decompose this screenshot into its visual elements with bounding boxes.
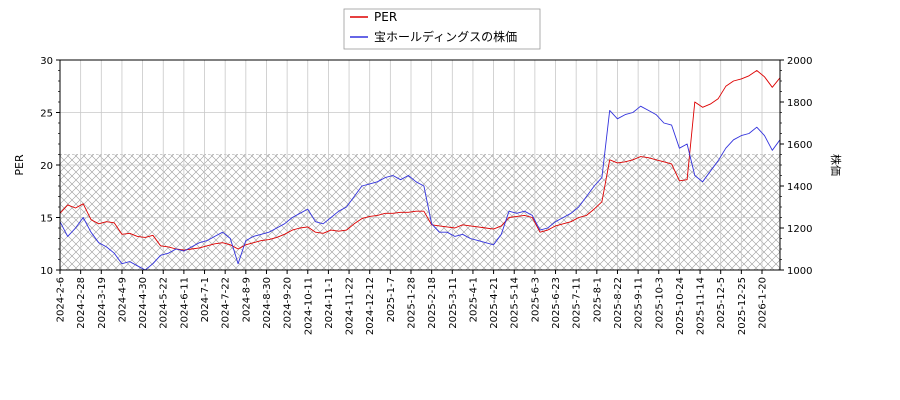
y-left-tick-label: 20 bbox=[40, 161, 53, 172]
x-tick-label: 2025-4-21 bbox=[489, 277, 500, 329]
y-axis-left-label: PER bbox=[13, 154, 26, 176]
x-tick-label: 2025-3-11 bbox=[448, 277, 459, 329]
x-axis: 2024-2-6 2024-2-28 2024-3-19 2024-4-9 2024-4… bbox=[56, 270, 769, 335]
y-right-tick-label: 1800 bbox=[787, 98, 812, 109]
x-tick-label: 2024-6-11 bbox=[179, 277, 190, 329]
y-axis-right: 1000 1200 1400 1600 1800 2000 bbox=[780, 56, 812, 277]
y-axis-left: 10 15 20 25 30 bbox=[40, 56, 60, 277]
y-right-tick-label: 1000 bbox=[787, 266, 812, 277]
x-tick-label: 2024-4-9 bbox=[117, 277, 128, 322]
x-tick-label: 2024-7-1 bbox=[200, 277, 211, 322]
legend: PER 宝ホールディングスの株価 bbox=[343, 8, 541, 50]
series-line-price bbox=[60, 105, 780, 270]
x-tick-label: 2025-11-14 bbox=[696, 277, 707, 335]
y-left-tick-label: 25 bbox=[40, 109, 53, 120]
y-right-tick-label: 1600 bbox=[787, 140, 812, 151]
y-left-tick-label: 15 bbox=[40, 214, 53, 225]
x-tick-label: 2025-12-25 bbox=[737, 277, 748, 335]
x-tick-label: 2024-2-28 bbox=[76, 277, 87, 329]
series-layer bbox=[60, 70, 780, 270]
x-tick-label: 2025-10-24 bbox=[675, 277, 686, 335]
x-tick-label: 2025-6-3 bbox=[530, 277, 541, 322]
series-line-per bbox=[60, 70, 780, 251]
x-tick-label: 2024-8-30 bbox=[262, 277, 273, 329]
x-tick-label: 2024-11-22 bbox=[345, 277, 356, 335]
x-tick-label: 2025-12-5 bbox=[716, 277, 727, 329]
grid bbox=[59, 59, 780, 271]
x-tick-label: 2026-1-20 bbox=[758, 277, 769, 329]
x-tick-label: 2025-8-1 bbox=[592, 277, 603, 322]
x-tick-label: 2025-10-3 bbox=[654, 277, 665, 329]
legend-box bbox=[343, 8, 541, 50]
x-tick-label: 2025-1-7 bbox=[386, 277, 397, 322]
y-axis-right-label: 株価 bbox=[829, 154, 843, 176]
x-tick-label: 2025-2-18 bbox=[427, 277, 438, 329]
x-tick-label: 2024-11-1 bbox=[324, 277, 335, 329]
y-right-tick-label: 2000 bbox=[787, 56, 812, 67]
x-tick-label: 2024-3-19 bbox=[97, 277, 108, 329]
legend-label-per: PER bbox=[374, 10, 397, 24]
x-tick-label: 2025-9-11 bbox=[634, 277, 645, 329]
y-right-tick-label: 1200 bbox=[787, 224, 812, 235]
x-tick-label: 2024-8-9 bbox=[241, 277, 252, 322]
y-left-tick-label: 30 bbox=[40, 56, 53, 67]
x-tick-label: 2025-4-1 bbox=[468, 277, 479, 322]
x-tick-label: 2024-12-12 bbox=[365, 277, 376, 335]
x-tick-label: 2025-6-23 bbox=[551, 277, 562, 329]
y-right-tick-label: 1400 bbox=[787, 182, 812, 193]
x-tick-label: 2024-5-22 bbox=[159, 277, 170, 329]
x-tick-label: 2024-4-30 bbox=[138, 277, 149, 329]
x-tick-label: 2024-10-11 bbox=[303, 277, 314, 335]
legend-label-price: 宝ホールディングスの株価 bbox=[374, 29, 517, 44]
x-tick-label: 2024-2-6 bbox=[56, 277, 67, 322]
x-tick-label: 2025-1-28 bbox=[407, 277, 418, 329]
x-tick-label: 2024-7-22 bbox=[221, 277, 232, 329]
x-tick-label: 2025-8-22 bbox=[613, 277, 624, 329]
x-tick-label: 2025-7-11 bbox=[572, 277, 583, 329]
y-left-tick-label: 10 bbox=[40, 266, 53, 277]
x-tick-label: 2024-9-20 bbox=[283, 277, 294, 329]
shaded-band bbox=[60, 154, 780, 270]
x-tick-label: 2025-5-14 bbox=[510, 277, 521, 329]
